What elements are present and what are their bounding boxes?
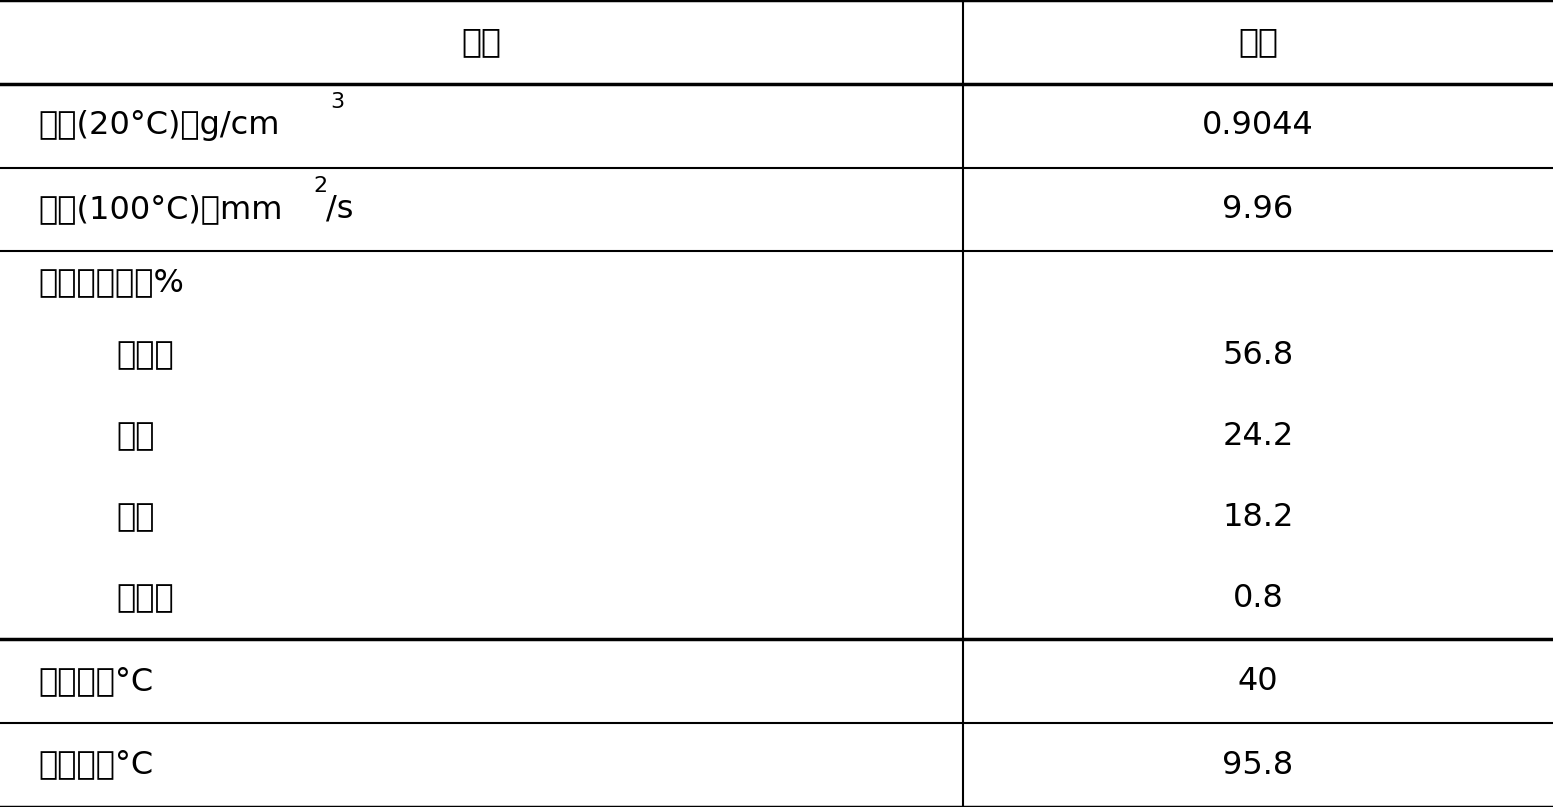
Text: 9.96: 9.96 [1222, 194, 1294, 225]
Text: 密度(20°C)，g/cm: 密度(20°C)，g/cm [39, 111, 281, 141]
Text: 芳烃: 芳烃 [116, 421, 155, 452]
Text: 0.9044: 0.9044 [1202, 111, 1314, 141]
Text: 2: 2 [312, 176, 328, 196]
Text: 四组分，重量%: 四组分，重量% [39, 268, 185, 299]
Text: 95.8: 95.8 [1222, 750, 1294, 780]
Text: 胶质: 胶质 [116, 502, 155, 533]
Text: 沥青质: 沥青质 [116, 583, 174, 614]
Text: 粘度(100°C)，mm: 粘度(100°C)，mm [39, 194, 283, 225]
Text: 饱和烃: 饱和烃 [116, 340, 174, 371]
Text: 项目: 项目 [461, 25, 502, 58]
Text: 40: 40 [1238, 666, 1278, 696]
Text: 56.8: 56.8 [1222, 340, 1294, 371]
Text: 3: 3 [331, 92, 345, 112]
Text: 0.8: 0.8 [1233, 583, 1283, 614]
Text: /s: /s [326, 194, 354, 225]
Text: 24.2: 24.2 [1222, 421, 1294, 452]
Text: 18.2: 18.2 [1222, 502, 1294, 533]
Text: 苯胺点，°C: 苯胺点，°C [39, 750, 154, 780]
Text: 指标: 指标 [1238, 25, 1278, 58]
Text: 凝固点，°C: 凝固点，°C [39, 666, 154, 696]
